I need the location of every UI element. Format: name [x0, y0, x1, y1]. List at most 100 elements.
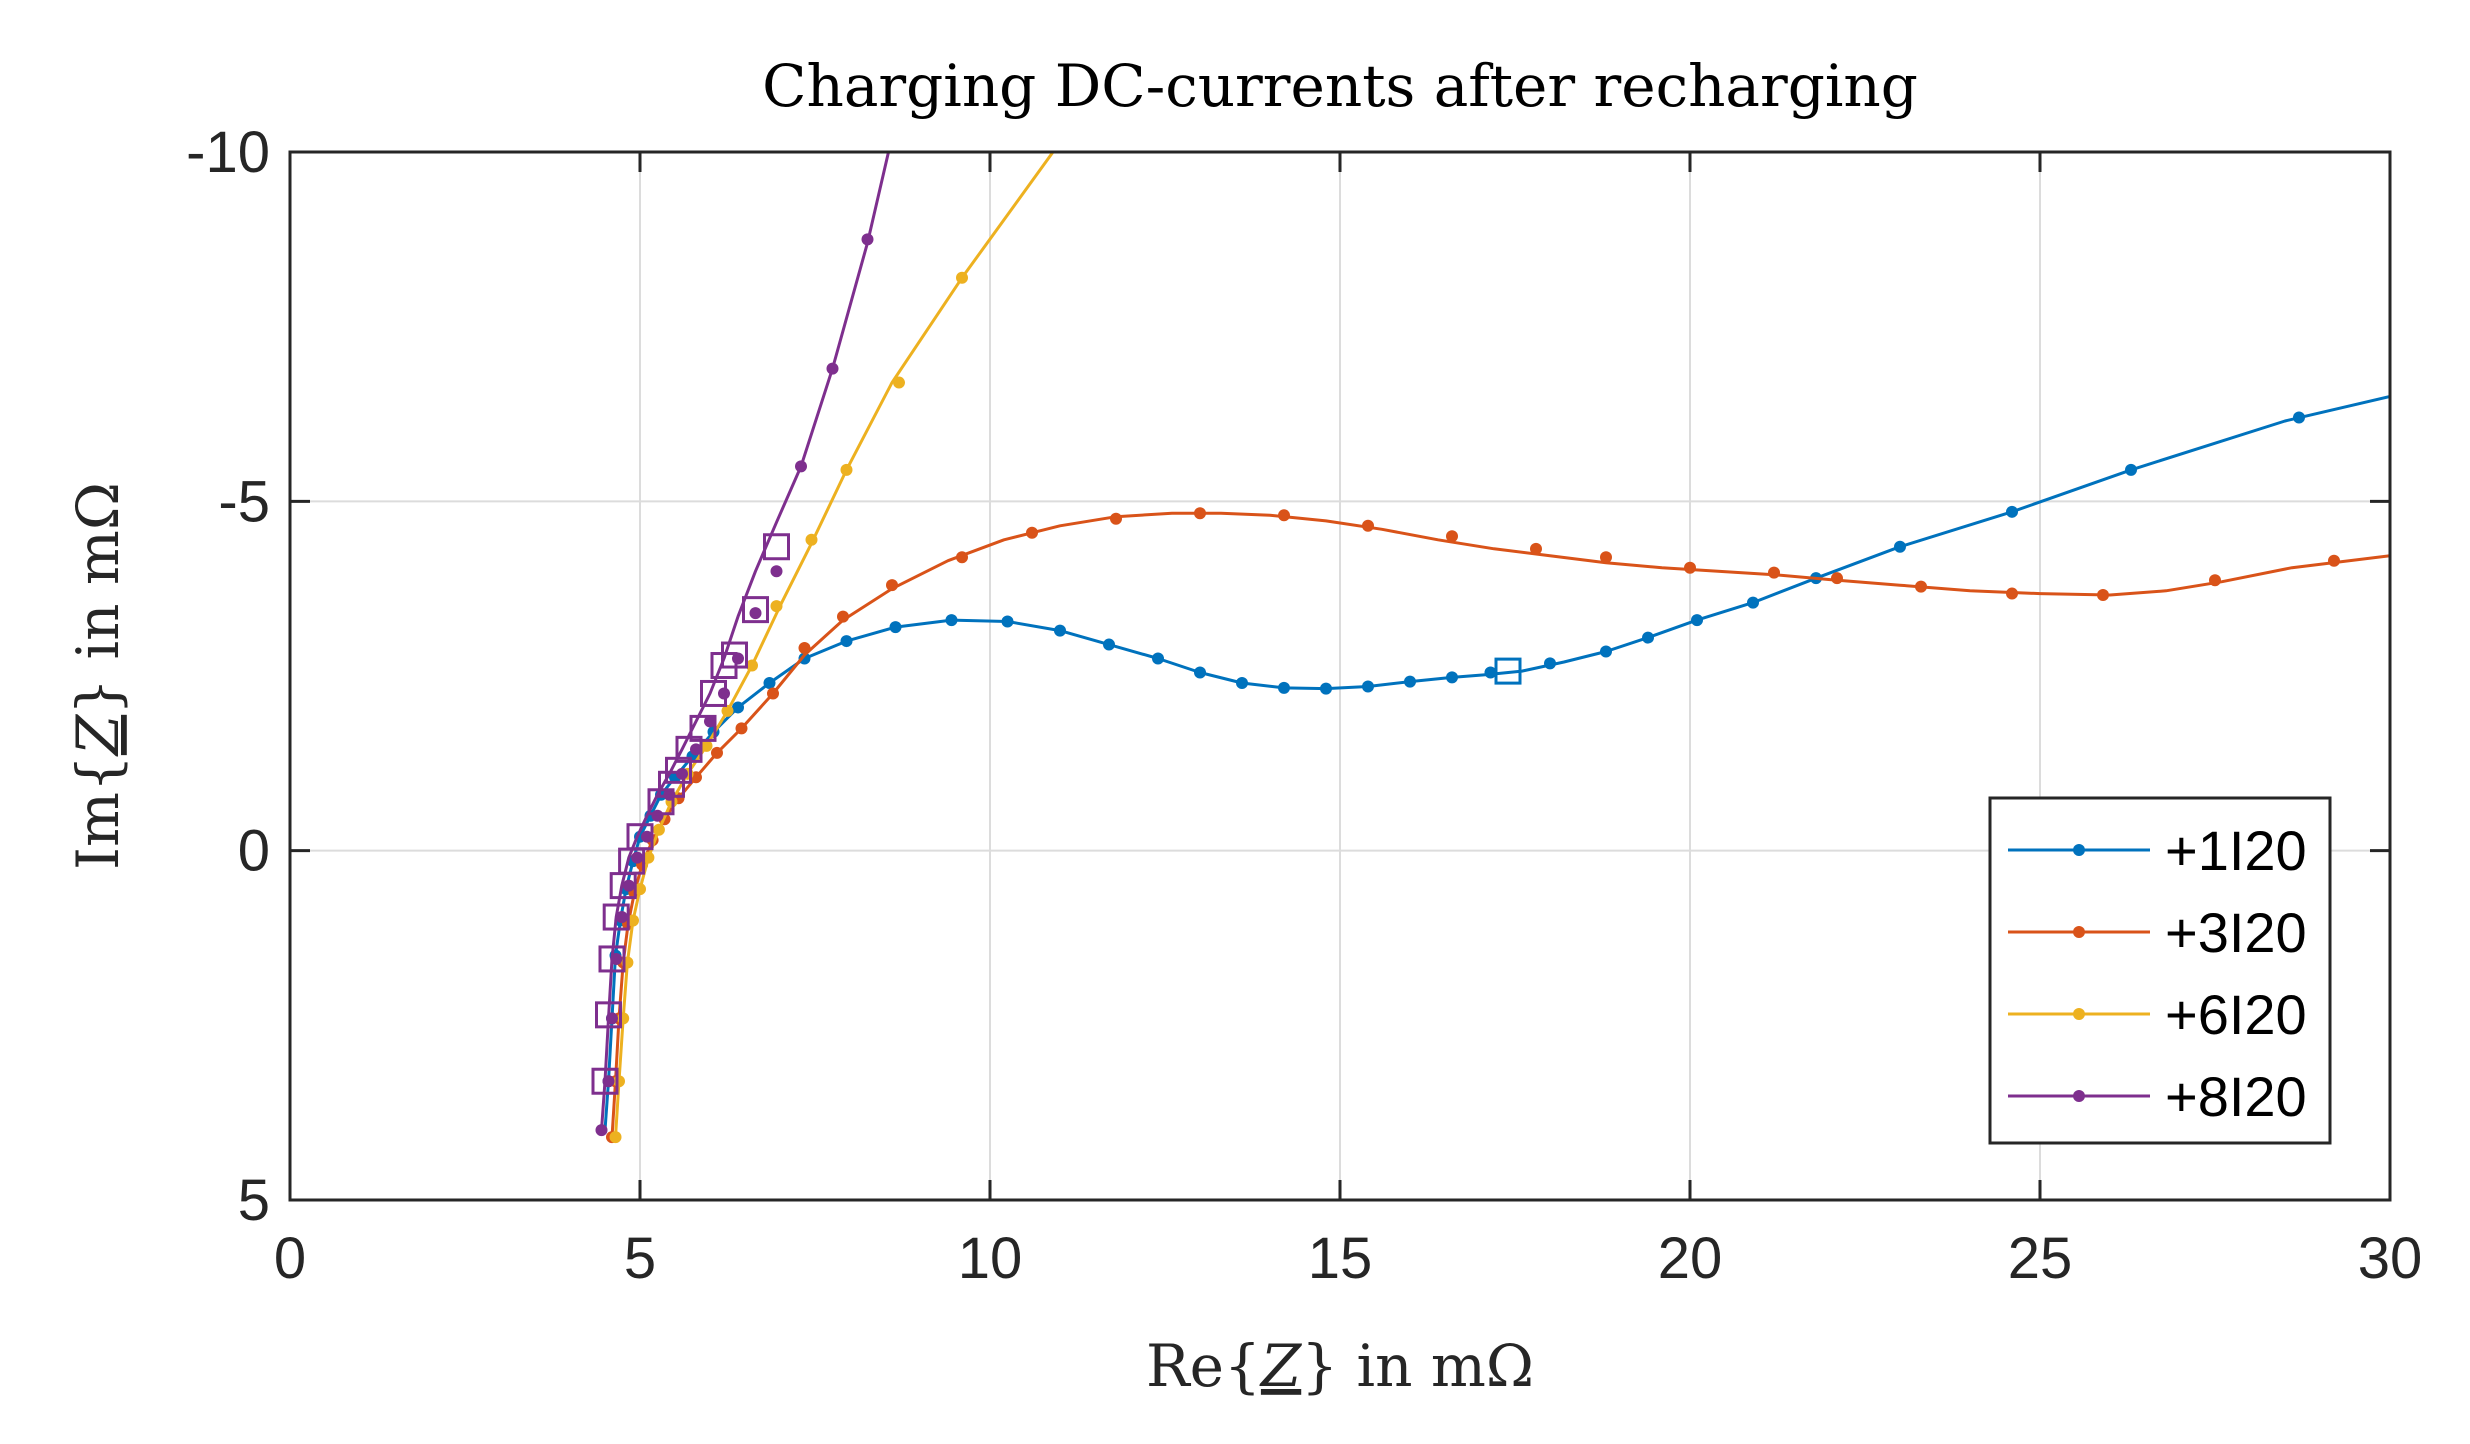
x-tick-label: 15 [1308, 1226, 1373, 1291]
highlight-square [626, 823, 654, 851]
data-point [956, 271, 968, 284]
data-point [1320, 682, 1332, 695]
data-point [1894, 540, 1906, 553]
legend-entry: +8I20 [2008, 1065, 2307, 1128]
highlight-square [658, 770, 685, 798]
data-point [798, 642, 811, 655]
data-point [1600, 645, 1612, 658]
data-point [1446, 671, 1458, 684]
legend-entry: +6I20 [2008, 983, 2307, 1046]
data-point [1747, 596, 1759, 609]
data-point [641, 830, 653, 843]
chart-title: Charging DC-currents after recharging [762, 52, 1918, 120]
x-tick-label: 10 [958, 1226, 1023, 1291]
data-point [1278, 509, 1290, 522]
y-tick-label: -10 [186, 120, 270, 185]
data-point [1103, 638, 1115, 651]
data-point [1362, 680, 1374, 693]
data-point [889, 621, 902, 634]
legend-entry: +3I20 [2008, 901, 2307, 964]
data-point [826, 362, 839, 375]
data-point [2125, 463, 2137, 476]
data-point [2097, 588, 2109, 601]
highlight-square [721, 641, 748, 669]
highlight-square [602, 903, 630, 931]
data-point [2293, 411, 2305, 424]
data-point [615, 911, 628, 924]
data-point [1404, 675, 1416, 688]
data-point [1915, 580, 1927, 593]
data-point [893, 376, 905, 389]
y-tick-label: -5 [218, 469, 270, 534]
data-point [1026, 526, 1038, 539]
data-point [711, 746, 723, 759]
data-point [652, 823, 665, 836]
highlight-square [763, 533, 790, 561]
data-point [606, 1012, 618, 1025]
data-point [763, 676, 776, 689]
data-point [690, 743, 702, 756]
highlight-square [742, 596, 769, 624]
highlight-square [591, 1067, 619, 1095]
legend: +1I20 +3I20 +6I20 +8I20 [1988, 796, 2332, 1145]
data-point [1484, 666, 1497, 679]
x-tick-label: 0 [274, 1226, 306, 1291]
x-tick-label: 5 [624, 1226, 656, 1291]
data-point [1691, 614, 1703, 627]
legend-marker [2073, 844, 2085, 856]
data-point [1831, 572, 1843, 585]
data-point [704, 715, 716, 728]
data-point [795, 460, 807, 473]
data-point [1152, 652, 1164, 665]
legend-box [1988, 796, 2332, 1145]
data-point [622, 879, 635, 892]
data-point [861, 233, 874, 246]
legend-entry: +1I20 [2008, 819, 2307, 882]
data-point [1194, 507, 1206, 520]
data-point [1530, 542, 1542, 555]
data-point [746, 659, 758, 672]
data-point [631, 851, 644, 864]
data-point [1544, 657, 1556, 670]
data-point [610, 952, 623, 965]
data-point [595, 1124, 608, 1137]
data-point [1642, 631, 1654, 644]
data-point [1600, 551, 1612, 564]
highlight-square [675, 735, 703, 763]
data-point [1236, 676, 1248, 689]
data-point [700, 739, 713, 752]
data-point [1362, 519, 1374, 532]
legend-marker [2073, 1090, 2085, 1102]
data-point [1110, 512, 1122, 525]
data-point [2209, 574, 2221, 587]
data-point [2006, 505, 2018, 518]
data-point [1001, 615, 1014, 628]
data-point [770, 600, 783, 613]
data-point [840, 463, 853, 476]
highlight-square [689, 714, 717, 742]
x-axis-label: Re{Z} in mΩ [1146, 1332, 1534, 1400]
data-point [1194, 666, 1206, 679]
data-point [735, 722, 748, 735]
data-point [767, 687, 779, 700]
y-tick-label: 0 [238, 819, 270, 884]
data-point [749, 607, 762, 620]
data-point [634, 883, 646, 896]
data-point [945, 614, 958, 627]
data-point [805, 533, 818, 546]
data-point [1446, 530, 1458, 543]
data-point [732, 701, 744, 714]
x-tick-label: 25 [2008, 1226, 2073, 1291]
y-tick-label: 5 [238, 1168, 270, 1233]
data-point [886, 579, 898, 592]
legend-label: +3I20 [2165, 901, 2307, 964]
highlight-square [598, 945, 626, 973]
data-point [837, 610, 849, 623]
data-point [1278, 681, 1290, 694]
data-point [2328, 554, 2340, 567]
data-point [2006, 587, 2018, 600]
legend-label: +6I20 [2165, 983, 2307, 1046]
legend-marker [2073, 926, 2085, 938]
legend-label: +8I20 [2165, 1065, 2307, 1128]
